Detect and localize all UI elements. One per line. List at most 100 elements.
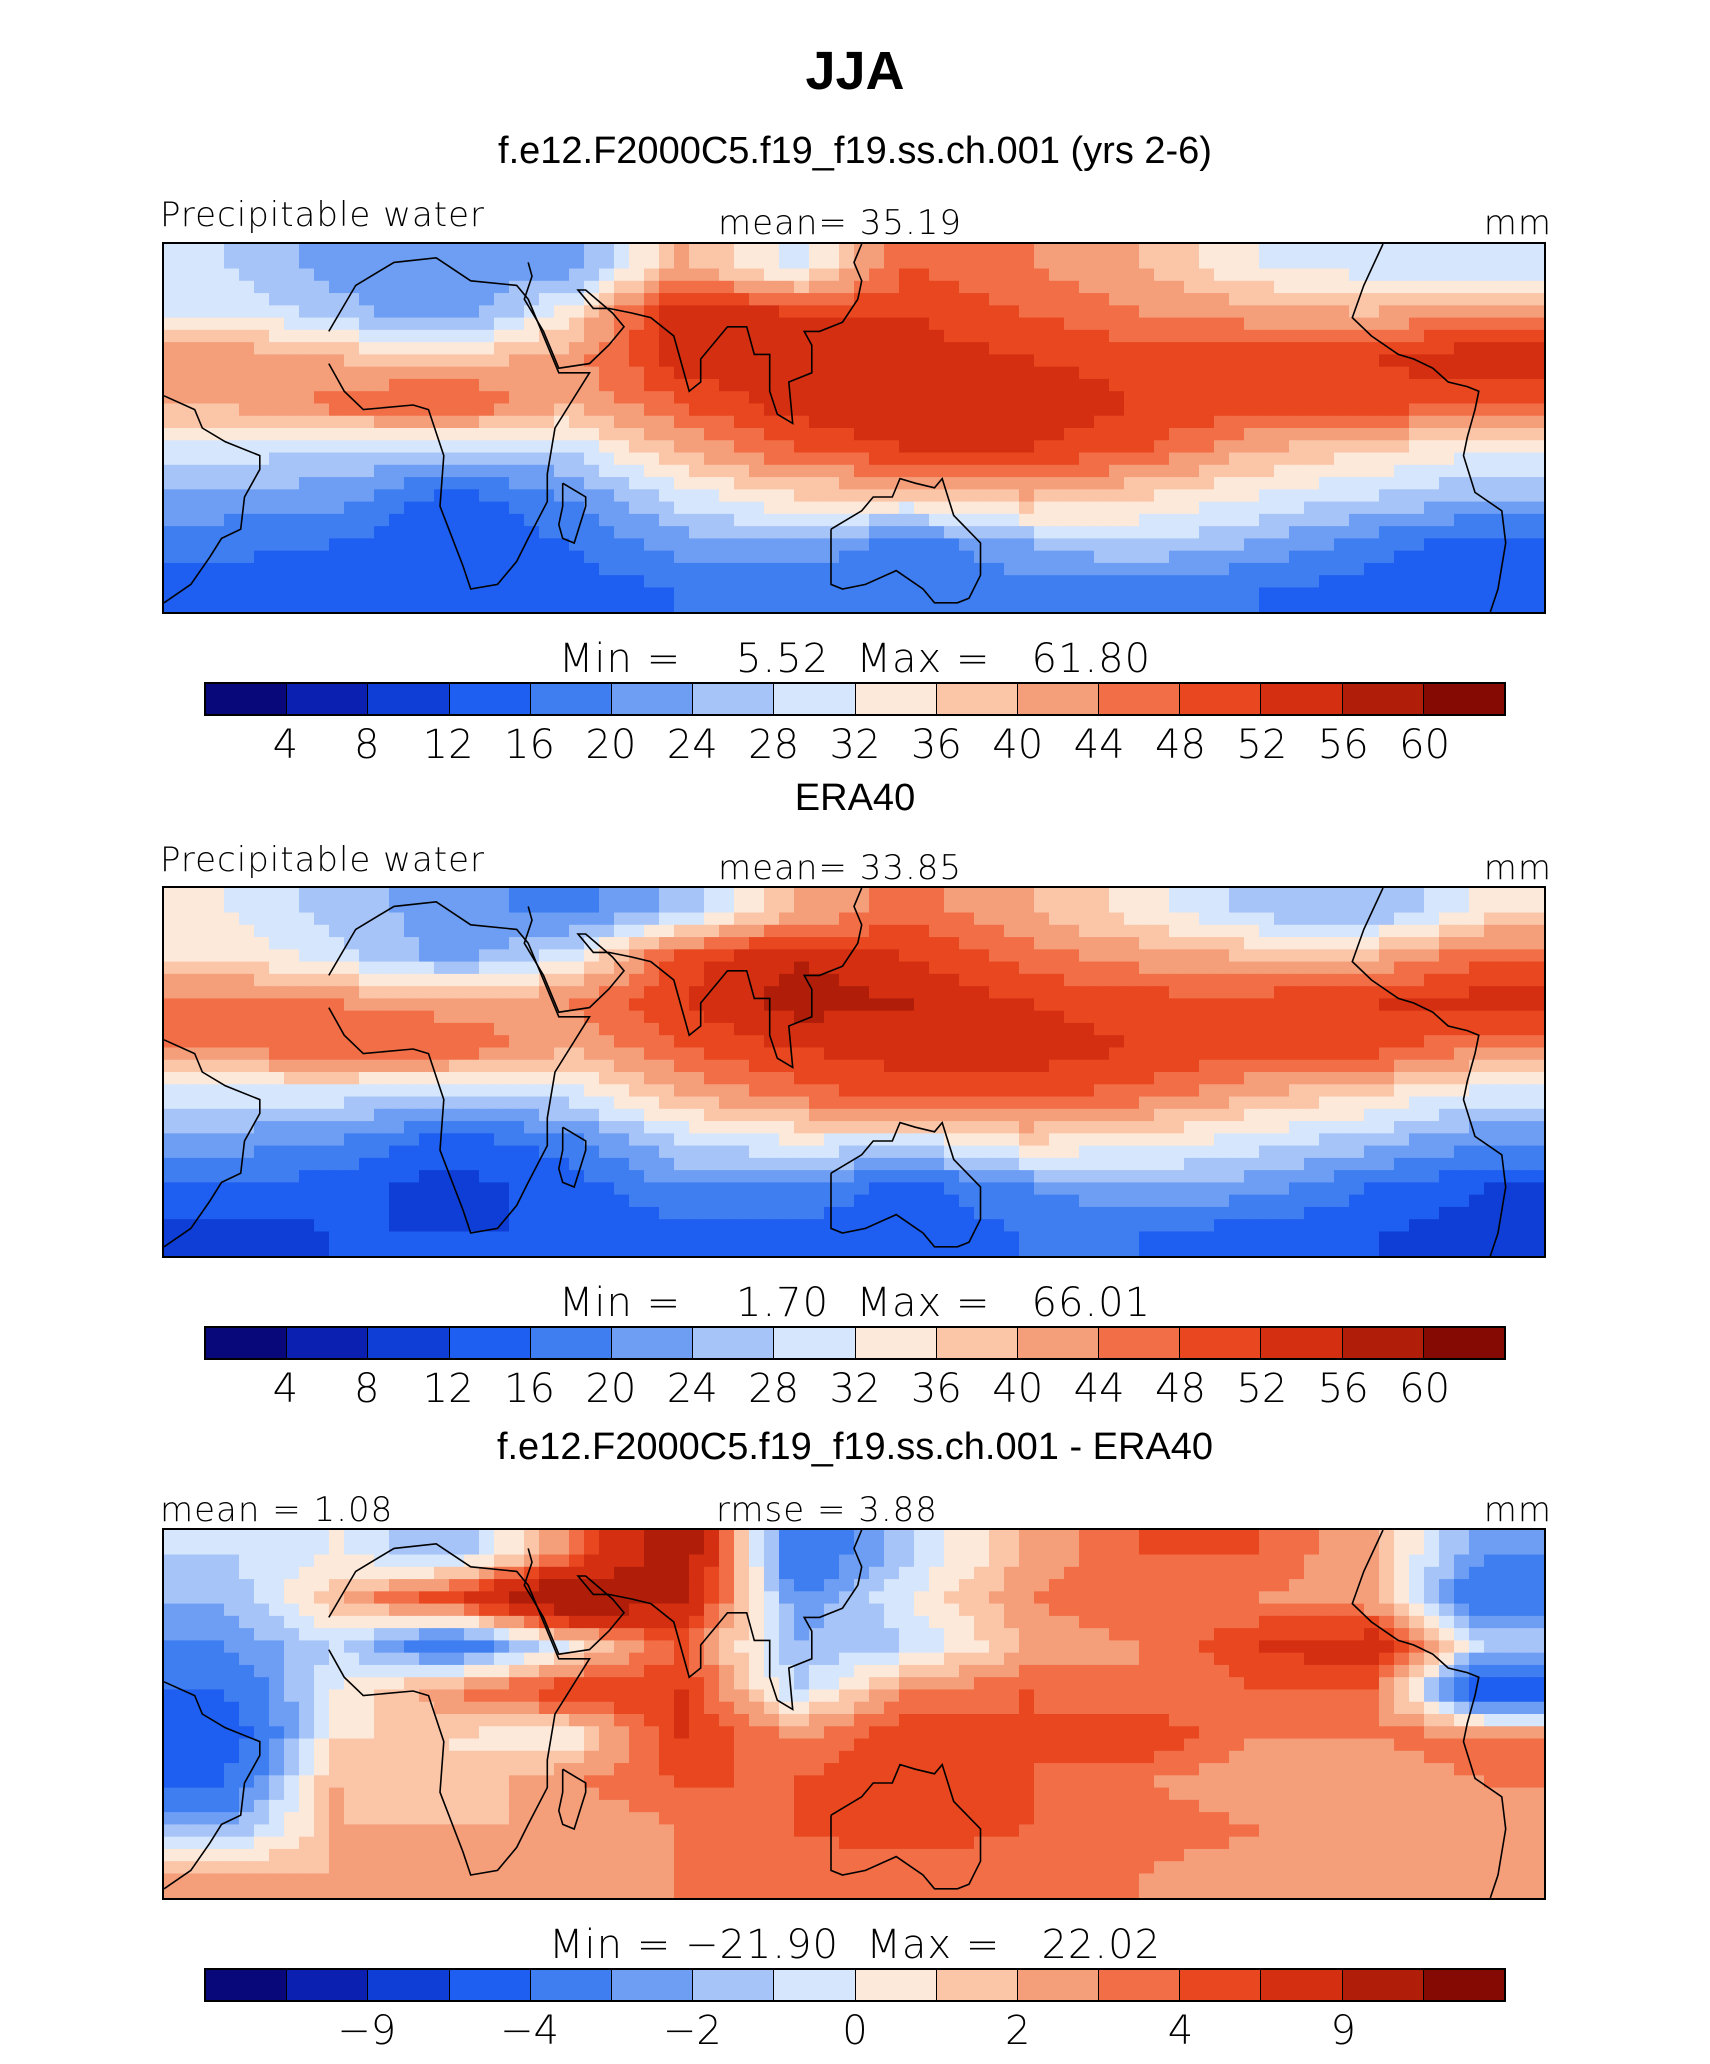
heatmap-cell <box>1079 1059 1095 1073</box>
heatmap-cell <box>509 354 525 368</box>
heatmap-cell <box>464 489 480 503</box>
heatmap-cell <box>209 1010 225 1024</box>
heatmap-cell <box>704 391 720 405</box>
heatmap-cell <box>524 937 540 950</box>
heatmap-cell <box>1424 329 1440 343</box>
colorbar-tick-label: 52 <box>1236 722 1288 768</box>
heatmap-cell <box>194 403 210 417</box>
heatmap-cell <box>704 440 720 454</box>
heatmap-cell <box>269 477 285 490</box>
heatmap-cell <box>1469 937 1485 950</box>
heatmap-cell <box>224 575 240 589</box>
heatmap-cell <box>1454 587 1470 601</box>
heatmap-cell <box>1349 477 1365 490</box>
heatmap-cell <box>224 256 240 270</box>
heatmap-cell <box>914 513 930 527</box>
heatmap-cell <box>374 1059 390 1073</box>
heatmap-cell <box>1079 378 1095 392</box>
heatmap-cell <box>269 1084 285 1098</box>
heatmap-cell <box>824 1108 840 1122</box>
heatmap-cell <box>629 550 645 564</box>
heatmap-cell <box>1469 1010 1485 1024</box>
heatmap-cell <box>1514 1047 1530 1061</box>
heatmap-cell <box>1124 1072 1140 1085</box>
heatmap-cell <box>989 538 1005 552</box>
heatmap-cell <box>554 342 570 355</box>
heatmap-cell <box>539 961 555 975</box>
heatmap-cell <box>509 1035 525 1049</box>
heatmap-cell <box>209 268 225 282</box>
heatmap-cell <box>944 342 960 355</box>
heatmap-cell <box>389 293 405 306</box>
heatmap-cell <box>1364 1084 1380 1098</box>
heatmap-cell <box>944 1047 960 1061</box>
heatmap-cell <box>1274 428 1290 441</box>
heatmap-cell <box>674 293 690 306</box>
heatmap-cell <box>1244 501 1260 515</box>
heatmap-cell <box>1529 575 1544 589</box>
heatmap-cell <box>374 562 390 576</box>
heatmap-cell <box>914 973 930 987</box>
heatmap-cell <box>659 256 675 270</box>
heatmap-cell <box>854 526 870 539</box>
heatmap-cell <box>1364 477 1380 490</box>
heatmap-cell <box>1019 293 1035 306</box>
heatmap-cell <box>1364 550 1380 564</box>
heatmap-cell <box>1064 256 1080 270</box>
heatmap-cell <box>509 440 525 454</box>
heatmap-cell <box>689 428 705 441</box>
heatmap-cell <box>1094 403 1110 417</box>
heatmap-cell <box>299 900 315 914</box>
heatmap-cell <box>824 378 840 392</box>
heatmap-cell <box>1424 888 1440 901</box>
heatmap-cell <box>914 464 930 478</box>
heatmap-cell <box>239 1059 255 1073</box>
heatmap-cell <box>689 317 705 331</box>
heatmap-cell <box>764 244 780 257</box>
heatmap-cell <box>509 575 525 589</box>
heatmap-cell <box>1244 452 1260 466</box>
heatmap-cell <box>464 244 480 257</box>
heatmap-cell <box>269 391 285 405</box>
heatmap-cell <box>1409 1022 1425 1036</box>
heatmap-cell <box>1529 1059 1544 1073</box>
heatmap-cell <box>1124 477 1140 490</box>
heatmap-cell <box>974 1059 990 1073</box>
heatmap-cell <box>794 415 810 429</box>
heatmap-cell <box>884 329 900 343</box>
heatmap-cell <box>479 464 495 478</box>
heatmap-cell <box>959 550 975 564</box>
heatmap-cell <box>929 1072 945 1085</box>
heatmap-cell <box>974 1096 990 1110</box>
heatmap-cell <box>539 1022 555 1036</box>
heatmap-cell <box>749 1059 765 1073</box>
heatmap-cell <box>314 403 330 417</box>
heatmap-cell <box>854 924 870 938</box>
heatmap-cell <box>269 513 285 527</box>
heatmap-cell <box>179 366 195 380</box>
heatmap-cell <box>1244 244 1260 257</box>
heatmap-cell <box>569 1121 585 1134</box>
heatmap-cell <box>1169 924 1185 938</box>
heatmap-cell <box>989 342 1005 355</box>
heatmap-cell <box>494 354 510 368</box>
heatmap-cell <box>404 415 420 429</box>
heatmap-cell <box>1154 464 1170 478</box>
heatmap-cell <box>719 477 735 490</box>
heatmap-cell <box>1079 924 1095 938</box>
heatmap-cell <box>404 949 420 963</box>
heatmap-cell <box>1229 1059 1245 1073</box>
heatmap-cell <box>974 293 990 306</box>
heatmap-cell <box>719 900 735 914</box>
heatmap-cell <box>809 415 825 429</box>
heatmap-cell <box>614 293 630 306</box>
heatmap-cell <box>884 575 900 589</box>
heatmap-cell <box>929 937 945 950</box>
heatmap-cell <box>1184 973 1200 987</box>
heatmap-cell <box>959 1010 975 1024</box>
heatmap-cell <box>1319 900 1335 914</box>
heatmap-cell <box>404 501 420 515</box>
heatmap-cell <box>749 575 765 589</box>
heatmap-cell <box>1424 452 1440 466</box>
heatmap-cell <box>1169 1035 1185 1049</box>
